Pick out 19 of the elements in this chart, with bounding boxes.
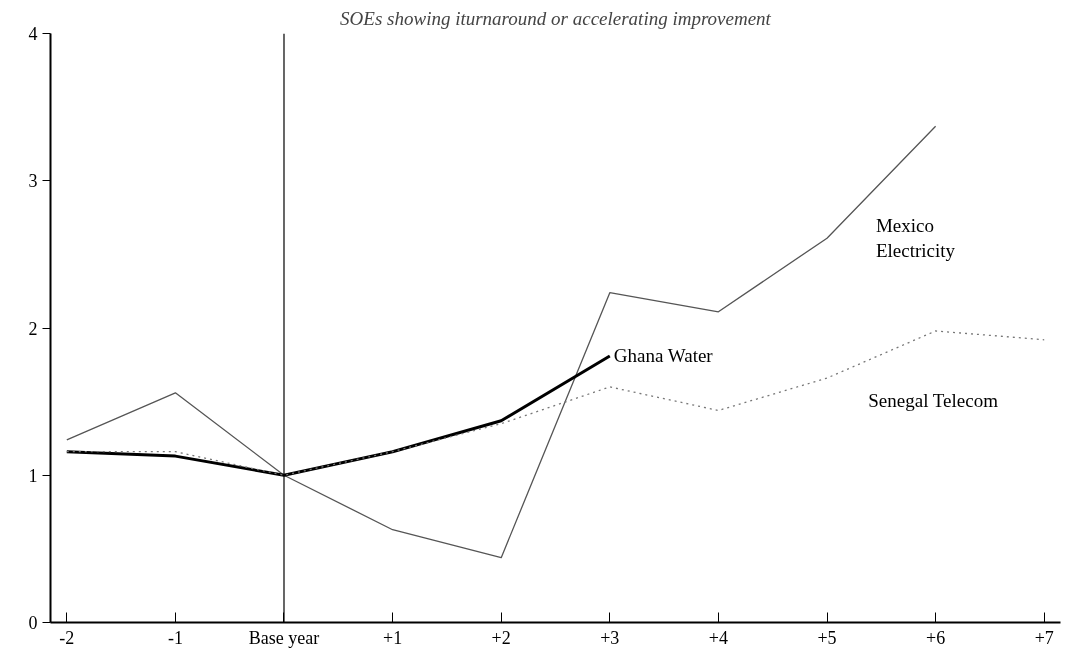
x-tick-label: +1	[383, 627, 403, 648]
series-label: Mexico Electricity	[875, 215, 956, 262]
y-tick-label: 1	[28, 465, 38, 486]
y-tick-label: 2	[28, 318, 38, 339]
y-tick-label: 0	[28, 613, 38, 633]
y-tick-label: 3	[28, 171, 38, 192]
x-tick-label: Base year	[248, 627, 320, 648]
x-tick-label: +2	[491, 627, 511, 648]
series-label: Ghana Water	[613, 345, 714, 367]
x-tick-label: -1	[167, 627, 183, 648]
x-tick-label: +7	[1034, 627, 1054, 648]
chart-title: SOEs showing iturnaround or accelerating improvement	[340, 7, 772, 29]
x-tick-label: +5	[817, 627, 837, 648]
series-label: Senegal Telecom	[868, 390, 999, 412]
x-tick-label: -2	[59, 627, 75, 648]
y-tick-label: 4	[28, 24, 38, 44]
x-tick-label: +3	[600, 627, 620, 648]
x-tick-label: +6	[926, 627, 946, 648]
x-tick-label: +4	[708, 627, 728, 648]
